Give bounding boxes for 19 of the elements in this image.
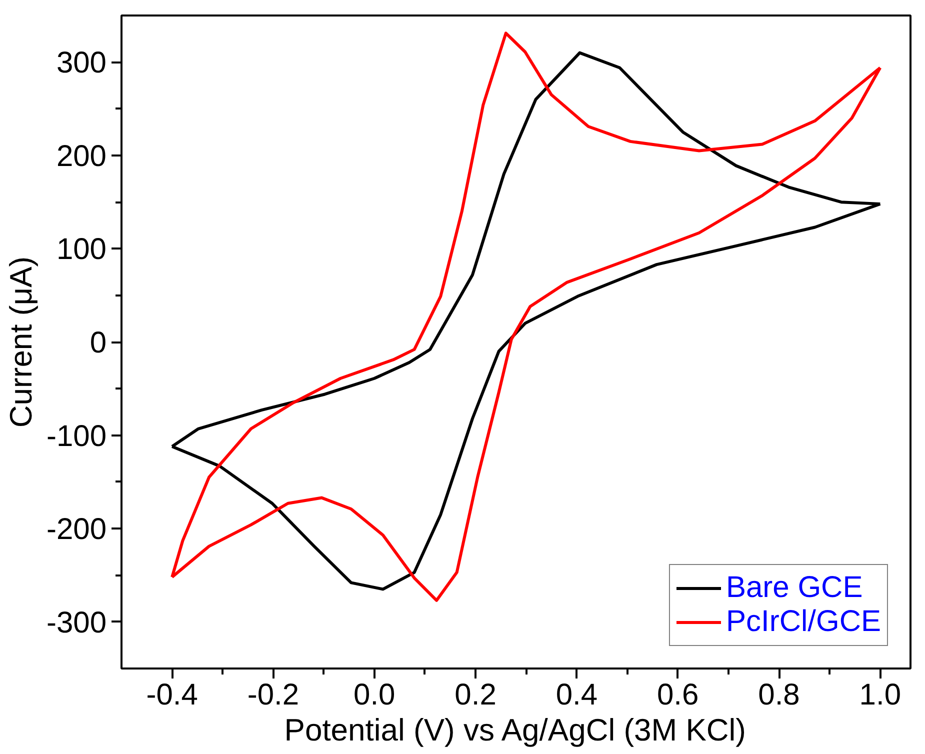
y-tick-label: 100 <box>56 233 107 266</box>
x-tick-label: 0.8 <box>758 678 800 712</box>
x-tick-label: 0.0 <box>354 678 396 712</box>
y-tick-label: -100 <box>46 420 107 453</box>
y-tick-label: 300 <box>56 46 107 80</box>
x-tick-label: -0.4 <box>146 678 198 712</box>
y-tick-label: -300 <box>46 606 107 640</box>
y-tick-label: 200 <box>56 140 107 173</box>
legend-label: Bare GCE <box>726 571 863 605</box>
x-tick-label: 0.4 <box>556 678 598 712</box>
y-axis-title: Current (μA) <box>3 256 38 428</box>
legend-label: PcIrCl/GCE <box>726 605 881 639</box>
y-tick-label: -200 <box>46 513 107 546</box>
x-tick-label: 0.6 <box>656 678 699 712</box>
x-tick-label: -0.2 <box>247 678 300 712</box>
x-axis-title: Potential (V) vs Ag/AgCl (3M KCl) <box>284 712 746 748</box>
x-tick-label: 1.0 <box>859 678 902 712</box>
x-tick-label: 0.2 <box>454 678 496 712</box>
y-tick-label: 0 <box>90 326 107 360</box>
